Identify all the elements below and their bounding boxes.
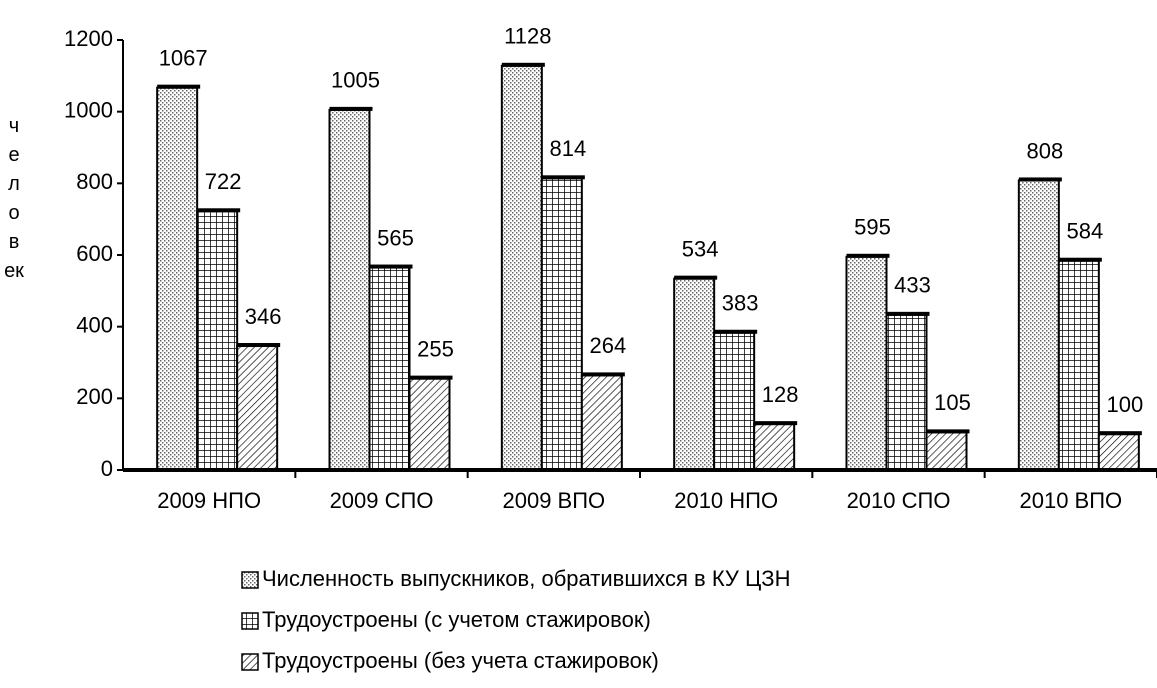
y-tick-label: 800: [76, 169, 113, 194]
value-label: 105: [934, 390, 971, 415]
value-label: 814: [549, 136, 586, 161]
bar: [1057, 259, 1100, 471]
value-label: 1005: [331, 68, 380, 93]
y-tick-label: 0: [101, 456, 113, 481]
x-tick-label: 2009 НПО: [157, 488, 261, 513]
bar-top: [714, 329, 758, 334]
x-tick-label: 2010 ВПО: [1020, 488, 1123, 513]
value-label: 565: [377, 225, 414, 250]
bar-top: [501, 62, 545, 67]
legend-swatch: [241, 653, 259, 671]
legend-label: Трудоустроены (без учета стажировок): [262, 648, 659, 673]
bar: [925, 431, 968, 471]
x-tick-label: 2009 ВПО: [503, 488, 606, 513]
bar-top: [581, 372, 625, 377]
value-label: 722: [205, 169, 242, 194]
y-tick-label: 400: [76, 312, 113, 337]
bar: [713, 331, 756, 471]
value-label: 128: [762, 382, 799, 407]
bar: [885, 313, 928, 472]
bar: [328, 108, 371, 471]
value-label: 1067: [159, 45, 208, 70]
value-label: 383: [722, 291, 759, 316]
value-label: 346: [245, 304, 282, 329]
bar-top: [541, 175, 585, 180]
bar-top: [846, 253, 890, 258]
value-label: 595: [854, 215, 891, 240]
value-label: 808: [1026, 138, 1063, 163]
bar-top: [1098, 431, 1142, 436]
bar-top: [674, 275, 718, 280]
x-tick-label: 2010 СПО: [847, 488, 951, 513]
y-tick-label: 200: [76, 384, 113, 409]
value-label: 534: [682, 236, 719, 261]
bar-top: [409, 375, 453, 380]
y-tick-label: 1000: [64, 97, 113, 122]
legend-swatch: [241, 571, 259, 589]
legend-label: Численность выпускников, обратившихся в …: [262, 566, 790, 591]
value-label: 100: [1106, 392, 1143, 417]
x-tick-label: 2009 СПО: [330, 488, 434, 513]
bar: [1097, 433, 1140, 471]
bar: [753, 423, 796, 471]
bar: [845, 255, 888, 471]
value-label: 255: [417, 336, 454, 361]
y-tick-label: 600: [76, 241, 113, 266]
value-label: 264: [589, 333, 626, 358]
bar: [156, 86, 199, 472]
bar-top: [1018, 177, 1062, 182]
bar: [540, 177, 583, 471]
bar-top: [926, 429, 970, 434]
y-axis-label: человек: [4, 115, 24, 282]
bar-top: [329, 106, 373, 111]
value-label: 433: [894, 273, 931, 298]
bar: [236, 345, 279, 471]
bar-top: [157, 84, 201, 89]
value-label: 584: [1066, 219, 1103, 244]
legend-swatch: [241, 612, 259, 630]
bar: [196, 210, 239, 472]
bar-top: [886, 311, 930, 316]
bar-top: [237, 343, 281, 348]
y-tick-label: 1200: [64, 26, 113, 51]
bar: [408, 377, 451, 471]
bar-top: [197, 208, 241, 213]
bar-top: [369, 264, 413, 269]
legend-label: Трудоустроены (с учетом стажировок): [262, 607, 651, 632]
bar: [1017, 179, 1060, 471]
x-tick-label: 2010 НПО: [674, 488, 778, 513]
bar: [500, 64, 543, 472]
bar: [673, 277, 716, 471]
value-label: 1128: [504, 24, 551, 49]
bar-top: [1058, 257, 1102, 262]
bar: [580, 374, 623, 471]
bar-top: [754, 421, 798, 426]
bar: [368, 266, 411, 471]
